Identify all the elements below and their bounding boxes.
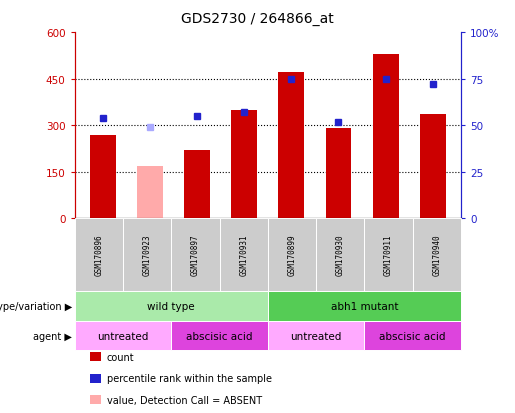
- Text: value, Detection Call = ABSENT: value, Detection Call = ABSENT: [107, 395, 262, 405]
- Text: abscisic acid: abscisic acid: [186, 331, 253, 341]
- Text: agent ▶: agent ▶: [33, 331, 72, 341]
- Bar: [90, 135, 116, 219]
- Bar: [325, 129, 351, 219]
- Bar: [184, 151, 210, 219]
- Text: GSM170897: GSM170897: [191, 234, 200, 276]
- Text: percentile rank within the sample: percentile rank within the sample: [107, 373, 271, 383]
- Bar: [373, 55, 399, 219]
- Text: GSM170940: GSM170940: [432, 234, 441, 276]
- Text: GSM170911: GSM170911: [384, 234, 393, 276]
- Bar: [137, 166, 163, 219]
- Bar: [231, 111, 257, 219]
- Text: GSM170931: GSM170931: [239, 234, 248, 276]
- Text: count: count: [107, 352, 134, 362]
- Text: GSM170923: GSM170923: [143, 234, 151, 276]
- Text: GDS2730 / 264866_at: GDS2730 / 264866_at: [181, 12, 334, 26]
- Bar: [420, 115, 445, 219]
- Text: GSM170896: GSM170896: [94, 234, 104, 276]
- Text: genotype/variation ▶: genotype/variation ▶: [0, 301, 72, 311]
- Text: abscisic acid: abscisic acid: [380, 331, 446, 341]
- Text: untreated: untreated: [290, 331, 342, 341]
- Text: GSM170899: GSM170899: [287, 234, 297, 276]
- Text: abh1 mutant: abh1 mutant: [331, 301, 398, 311]
- Text: untreated: untreated: [97, 331, 149, 341]
- Text: GSM170930: GSM170930: [336, 234, 345, 276]
- Bar: [279, 73, 304, 219]
- Text: wild type: wild type: [147, 301, 195, 311]
